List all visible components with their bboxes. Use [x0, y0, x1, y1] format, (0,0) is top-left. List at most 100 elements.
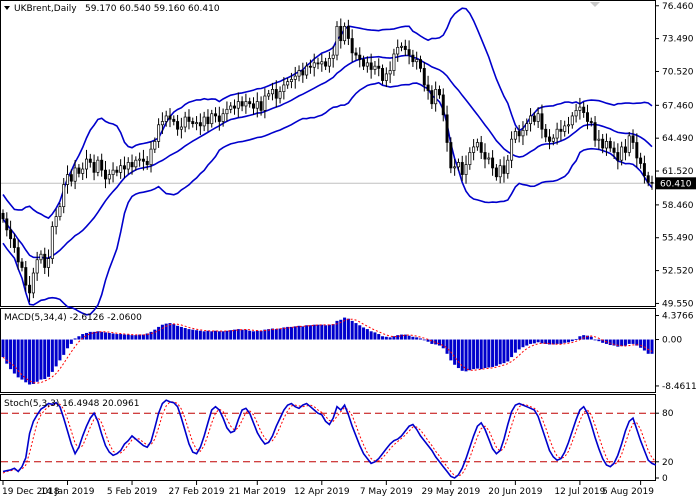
candle	[183, 111, 187, 133]
candle	[141, 149, 145, 171]
macd-bar	[270, 328, 274, 340]
macd-bar	[381, 336, 385, 340]
macd-bar	[210, 331, 214, 340]
macd-bar	[96, 331, 100, 340]
time-tick-label: 19 Dec 2018	[2, 487, 60, 497]
candle	[506, 154, 510, 179]
macd-bar	[168, 323, 172, 340]
candle	[494, 164, 498, 181]
macd-bar	[286, 326, 290, 340]
candle	[191, 117, 195, 128]
candle	[43, 247, 47, 275]
candle	[164, 110, 168, 127]
macd-pane[interactable]	[0, 308, 656, 393]
candle	[491, 150, 495, 176]
macd-bar	[358, 325, 362, 340]
macd-bar	[627, 339, 631, 344]
macd-bar	[305, 325, 309, 340]
macd-bar	[639, 339, 643, 348]
macd-bar	[536, 339, 540, 343]
macd-bar	[388, 337, 392, 340]
macd-bar	[373, 332, 377, 340]
macd-bar	[115, 334, 119, 340]
stochastic-levels	[1, 412, 655, 463]
candle	[16, 239, 20, 270]
candle	[126, 157, 130, 175]
stochastic-axis: 80 20 0	[655, 409, 674, 484]
candle	[639, 152, 643, 169]
macd-bar	[274, 329, 278, 340]
bollinger-lower-band	[2, 81, 653, 316]
candle	[320, 53, 324, 72]
macd-bar	[191, 329, 195, 340]
candle	[646, 171, 650, 187]
macd-bar	[517, 339, 521, 350]
candle	[502, 156, 506, 183]
candle	[418, 55, 422, 73]
bollinger-middle-band	[2, 54, 653, 259]
candle	[513, 127, 517, 144]
candle	[111, 162, 115, 183]
candle	[115, 166, 119, 177]
candle	[24, 260, 28, 292]
candle	[210, 109, 214, 128]
time-tick-label: 5 Aug 2019	[602, 487, 654, 497]
candle	[445, 105, 449, 152]
macd-bar	[69, 339, 73, 344]
candle	[35, 251, 39, 281]
candle	[157, 118, 161, 148]
macd-bar	[206, 330, 210, 340]
macd-bar	[460, 339, 464, 371]
candle	[498, 159, 502, 184]
macd-bar	[570, 339, 574, 342]
candle	[214, 107, 218, 123]
macd-bar	[229, 330, 233, 340]
macd-bar	[343, 317, 347, 340]
candle	[475, 138, 479, 151]
macd-bar	[498, 339, 502, 365]
candle	[354, 47, 358, 61]
candle	[335, 21, 339, 61]
stochastic-pane[interactable]	[0, 394, 656, 481]
macd-bar	[411, 336, 415, 340]
macd-bar	[236, 329, 240, 340]
time-tick-label: 5 Feb 2019	[107, 487, 158, 497]
macd-bar	[445, 339, 449, 354]
macd-bar	[81, 334, 85, 340]
candle	[221, 108, 225, 127]
current-price-box	[656, 177, 696, 190]
candle	[195, 116, 199, 131]
candle	[81, 162, 85, 180]
candle	[12, 233, 16, 253]
price-tick-label: 52.520	[662, 267, 694, 277]
candle	[96, 156, 100, 177]
candle	[453, 158, 457, 176]
macd-bar	[362, 327, 366, 340]
macd-bar	[289, 326, 293, 340]
macd-bar	[119, 334, 123, 340]
dropdown-triangle-icon[interactable]	[4, 6, 10, 10]
candle	[365, 56, 369, 73]
time-tick-label: 7 May 2019	[360, 487, 413, 497]
candle	[1, 209, 5, 223]
candle	[339, 18, 343, 49]
candle	[407, 40, 411, 65]
macd-bar	[650, 339, 654, 354]
macd-bar	[456, 339, 460, 369]
candle	[66, 165, 70, 194]
candle	[263, 88, 267, 119]
macd-bar	[293, 326, 297, 340]
candle	[529, 108, 533, 132]
candle	[187, 109, 191, 130]
macd-bar	[179, 326, 183, 340]
candle	[563, 120, 567, 137]
price-tick-label: 64.490	[662, 134, 694, 144]
price-pane[interactable]	[0, 0, 656, 307]
candle	[255, 92, 259, 118]
candle	[601, 133, 605, 154]
macd-bar	[84, 332, 89, 340]
macd-histogram	[1, 317, 654, 385]
candle	[479, 135, 483, 159]
